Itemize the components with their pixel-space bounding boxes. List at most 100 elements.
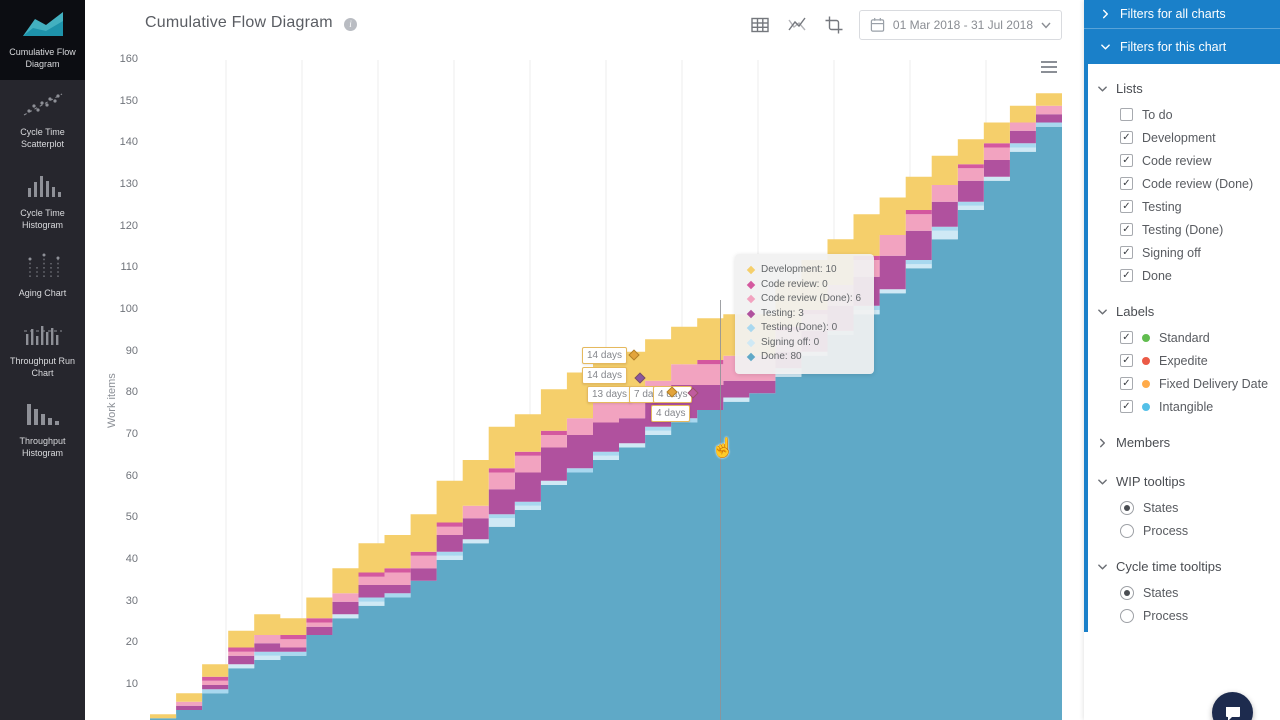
sidebar-item-aging-chart[interactable]: Aging Chart [0, 241, 85, 309]
y-tick-label: 150 [119, 94, 138, 107]
y-tick-label: 30 [125, 594, 138, 607]
filter-item-code-review[interactable]: ✓ Code review [1084, 149, 1280, 172]
filter-item-label: Testing (Done) [1142, 222, 1224, 237]
filter-item-label: Intangible [1159, 399, 1214, 414]
tooltip-label: Done: 80 [761, 351, 802, 362]
filter-item-code-review-done[interactable]: ✓ Code review (Done) [1084, 172, 1280, 195]
y-axis-label: Work items [106, 373, 118, 428]
filter-item-development[interactable]: ✓ Development [1084, 126, 1280, 149]
calendar-icon [870, 17, 885, 32]
checkbox-unchecked[interactable] [1120, 108, 1133, 121]
chat-icon [1225, 706, 1240, 720]
series-code-review-done [150, 93, 1062, 719]
checkbox-checked[interactable]: ✓ [1120, 400, 1133, 413]
tooltip-row: Testing: 3 [746, 307, 861, 322]
checkbox-checked[interactable]: ✓ [1120, 223, 1133, 236]
date-range-label: 01 Mar 2018 - 31 Jul 2018 [892, 18, 1033, 32]
table-icon[interactable] [748, 13, 772, 37]
tooltip-label: Signing off: 0 [761, 336, 820, 348]
tooltip-label: Code review: 0 [761, 278, 828, 290]
filter-item-process[interactable]: Process [1084, 604, 1280, 627]
checkbox-checked[interactable]: ✓ [1120, 177, 1133, 190]
chart-tooltip: Development: 10 Code review: 0 Code review… [735, 254, 875, 374]
chat-bubble-button[interactable] [1212, 692, 1253, 720]
checkbox-checked[interactable]: ✓ [1120, 131, 1133, 144]
series-done [150, 101, 1062, 720]
filter-item-label: Development [1142, 130, 1216, 145]
label-color-dot [1142, 333, 1150, 342]
filter-item-testing[interactable]: ✓ Testing [1084, 195, 1280, 218]
sidebar-item-cumulative-flow-diagram[interactable]: Cumulative Flow Diagram [0, 0, 85, 81]
chart-toolbar: 01 Mar 2018 - 31 Jul 2018 [748, 10, 1062, 40]
section-title-wip-tooltips[interactable]: WIP tooltips [1084, 474, 1280, 489]
series-testing [150, 97, 1062, 719]
label-color-dot [1142, 356, 1150, 365]
filter-item-label: Code review [1142, 153, 1212, 168]
filter-item-to-do[interactable]: To do [1084, 103, 1280, 126]
radio-selected[interactable] [1120, 585, 1134, 600]
checkbox-checked[interactable]: ✓ [1120, 246, 1133, 259]
chart-menu-icon[interactable] [1041, 61, 1057, 76]
filter-item-done[interactable]: ✓ Done [1084, 264, 1280, 287]
filter-item-label: Fixed Delivery Date [1159, 376, 1269, 391]
radio-unselected[interactable] [1120, 523, 1134, 538]
sidebar-item-label: Cycle Time Scatterplot [20, 127, 65, 150]
y-tick-label: 100 [119, 303, 138, 315]
cycle-histogram-icon [22, 175, 64, 202]
sidebar-item-cycle-time-scatterplot[interactable]: Cycle Time Scatterplot [0, 80, 85, 160]
filter-item-intangible[interactable]: ✓ Intangible [1084, 395, 1280, 418]
sidebar-item-throughput-histogram[interactable]: Throughput Histogram [0, 389, 85, 469]
y-tick-label: 20 [125, 636, 138, 649]
y-tick-label: 50 [125, 511, 138, 524]
filter-item-label: Code review (Done) [1142, 176, 1254, 191]
tooltip-label: Testing: 3 [761, 307, 804, 319]
y-tick-label: 60 [125, 469, 138, 482]
filter-item-label: States [1143, 500, 1179, 515]
y-tick-label: 130 [119, 178, 138, 190]
checkbox-checked[interactable]: ✓ [1120, 269, 1133, 282]
filter-item-testing-done[interactable]: ✓ Testing (Done) [1084, 218, 1280, 241]
crop-icon[interactable] [822, 13, 846, 37]
filter-item-states[interactable]: States [1084, 581, 1280, 604]
chevron-down-icon [1041, 22, 1051, 29]
checkbox-checked[interactable]: ✓ [1120, 200, 1133, 213]
checkbox-checked[interactable]: ✓ [1120, 354, 1133, 367]
series-marker-icon [746, 295, 756, 304]
panel-section-cycle-time-tooltips: Cycle time tooltips States Process [1084, 542, 1280, 627]
date-range-picker[interactable]: 01 Mar 2018 - 31 Jul 2018 [858, 10, 1062, 40]
tooltip-row: Signing off: 0 [746, 336, 861, 351]
sidebar-item-throughput-run-chart[interactable]: Throughput Run Chart [0, 309, 85, 389]
compare-charts-icon[interactable] [785, 13, 809, 37]
radio-selected[interactable] [1120, 500, 1134, 515]
filter-item-states[interactable]: States [1084, 496, 1280, 519]
cycle-time-label: 13 days [587, 386, 633, 403]
panel-header-filters-for-this-chart[interactable]: Filters for this chart [1084, 28, 1280, 64]
filter-item-fixed-delivery-date[interactable]: ✓ Fixed Delivery Date [1084, 372, 1280, 395]
info-icon[interactable]: i [344, 18, 357, 31]
panel-headers: Filters for all charts Filters for this c… [1084, 0, 1280, 64]
panel-header-filters-for-all-charts[interactable]: Filters for all charts [1084, 0, 1280, 28]
tooltip-label: Development: 10 [761, 264, 837, 275]
checkbox-checked[interactable]: ✓ [1120, 377, 1133, 390]
section-title-labels[interactable]: Labels [1084, 304, 1280, 319]
run-chart-icon [22, 325, 64, 350]
sidebar-item-cycle-time-histogram[interactable]: Cycle Time Histogram [0, 161, 85, 241]
tooltip-row: Code review (Done): 6 [746, 292, 861, 307]
filter-item-expedite[interactable]: ✓ Expedite [1084, 349, 1280, 372]
radio-unselected[interactable] [1120, 608, 1134, 623]
checkbox-checked[interactable]: ✓ [1120, 331, 1133, 344]
y-tick-label: 140 [119, 136, 138, 149]
scatterplot-icon [22, 93, 64, 121]
series-marker-icon [746, 309, 756, 318]
section-title-label: Labels [1116, 304, 1155, 319]
filter-item-label: States [1143, 585, 1179, 600]
filter-item-standard[interactable]: ✓ Standard [1084, 326, 1280, 349]
section-title-lists[interactable]: Lists [1084, 81, 1280, 96]
filter-item-process[interactable]: Process [1084, 519, 1280, 542]
checkbox-checked[interactable]: ✓ [1120, 154, 1133, 167]
section-title-cycle-time-tooltips[interactable]: Cycle time tooltips [1084, 559, 1280, 574]
panel-header-label: Filters for all charts [1120, 7, 1226, 21]
page-title: Cumulative Flow Diagram [145, 14, 333, 31]
filter-item-signing-off[interactable]: ✓ Signing off [1084, 241, 1280, 264]
section-title-members[interactable]: Members [1084, 435, 1280, 450]
